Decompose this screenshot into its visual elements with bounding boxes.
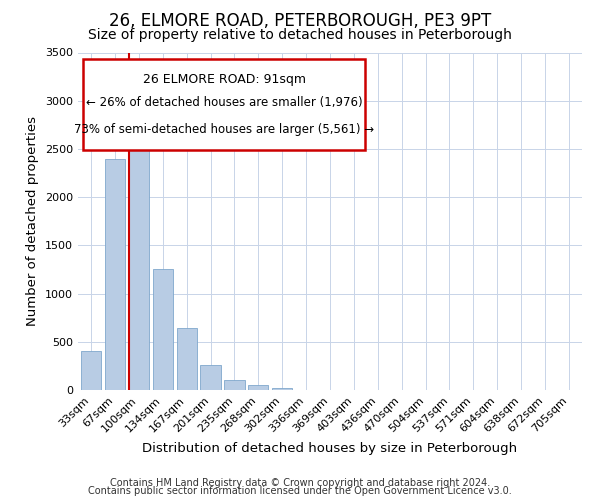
- Bar: [224, 380, 245, 390]
- Y-axis label: Number of detached properties: Number of detached properties: [26, 116, 40, 326]
- Bar: [105, 158, 125, 390]
- Bar: [152, 270, 173, 390]
- FancyBboxPatch shape: [83, 59, 365, 150]
- Bar: [248, 385, 268, 390]
- Bar: [200, 365, 221, 390]
- Bar: [272, 388, 292, 390]
- Bar: [81, 352, 101, 390]
- Bar: [129, 140, 149, 390]
- Bar: [176, 328, 197, 390]
- Text: Contains public sector information licensed under the Open Government Licence v3: Contains public sector information licen…: [88, 486, 512, 496]
- Text: Contains HM Land Registry data © Crown copyright and database right 2024.: Contains HM Land Registry data © Crown c…: [110, 478, 490, 488]
- Text: 26, ELMORE ROAD, PETERBOROUGH, PE3 9PT: 26, ELMORE ROAD, PETERBOROUGH, PE3 9PT: [109, 12, 491, 30]
- Text: ← 26% of detached houses are smaller (1,976): ← 26% of detached houses are smaller (1,…: [86, 96, 362, 110]
- Text: 73% of semi-detached houses are larger (5,561) →: 73% of semi-detached houses are larger (…: [74, 124, 374, 136]
- X-axis label: Distribution of detached houses by size in Peterborough: Distribution of detached houses by size …: [142, 442, 518, 455]
- Text: 26 ELMORE ROAD: 91sqm: 26 ELMORE ROAD: 91sqm: [143, 72, 305, 86]
- Text: Size of property relative to detached houses in Peterborough: Size of property relative to detached ho…: [88, 28, 512, 42]
